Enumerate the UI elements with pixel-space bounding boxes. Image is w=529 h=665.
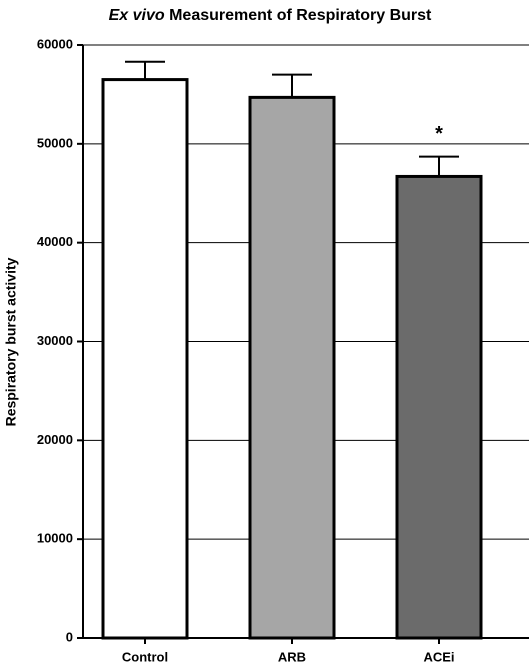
x-tick-label: ARB (278, 649, 306, 664)
y-tick-label: 30000 (37, 333, 73, 348)
annotation: * (435, 123, 443, 145)
bar (248, 95, 336, 640)
y-axis-label: Respiratory burst activity (3, 257, 19, 426)
x-tick-label: Control (122, 649, 168, 664)
title-text: Measurement of Respiratory Burst (169, 7, 432, 24)
bar (395, 174, 483, 640)
y-tick-label: 60000 (37, 36, 73, 51)
y-tick-label: 20000 (37, 432, 73, 447)
bar (101, 78, 189, 640)
x-tick-label: ACEi (423, 649, 454, 664)
y-tick-label: 40000 (37, 234, 73, 249)
y-tick-label: 10000 (37, 531, 73, 546)
chart-title: Ex vivo Measurement of Respiratory Burst (109, 7, 432, 24)
y-tick-label: 0 (66, 629, 73, 644)
y-tick-label: 50000 (37, 135, 73, 150)
title-italic: Ex vivo (109, 7, 165, 24)
